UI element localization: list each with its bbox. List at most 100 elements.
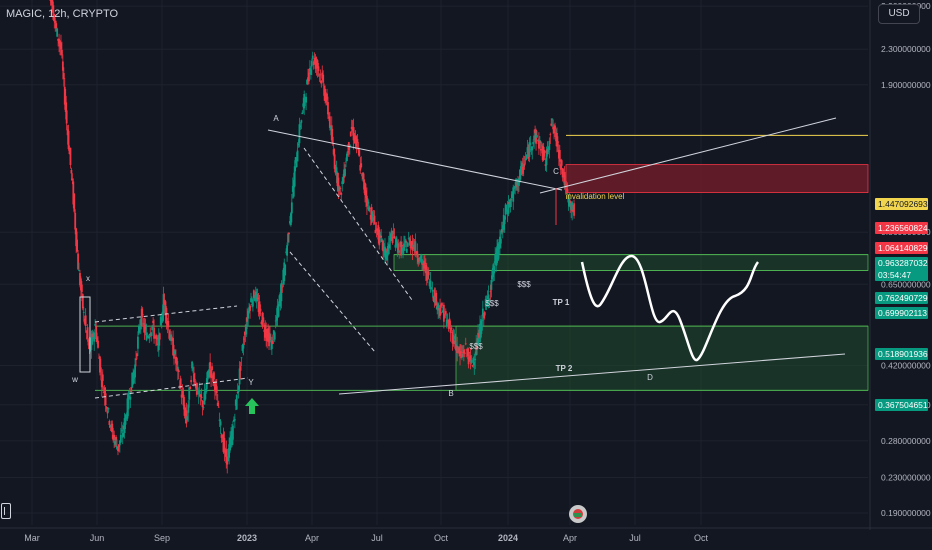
candle-body — [363, 179, 365, 190]
candle-body — [522, 164, 525, 167]
candle-body — [366, 195, 368, 206]
candle-body — [493, 266, 496, 274]
event-flag-icon[interactable] — [569, 505, 587, 523]
candle-body — [392, 230, 395, 235]
annotation-12: TP 2 — [556, 364, 573, 373]
candle-body — [134, 364, 136, 378]
candle-body — [78, 270, 80, 272]
candle-body — [516, 185, 518, 187]
candle-body — [449, 327, 452, 333]
candle-body — [197, 392, 200, 395]
candle-body — [540, 145, 543, 147]
x-tick-label: Jun — [90, 533, 105, 543]
buy-arrow-icon — [245, 398, 259, 414]
candle-body — [492, 264, 495, 277]
candle-body — [260, 321, 263, 325]
ruler-icon[interactable] — [1, 503, 11, 519]
candle-body — [549, 134, 552, 136]
candle-body — [444, 311, 447, 315]
candle-body — [395, 237, 398, 246]
candle-body — [109, 425, 112, 428]
candle-body — [108, 420, 111, 425]
candle-body — [399, 242, 402, 243]
candle-body — [56, 28, 59, 37]
candle-body — [208, 369, 211, 378]
candle-body — [287, 233, 289, 243]
candle-body — [68, 148, 71, 155]
candle-body — [261, 312, 264, 327]
candle-body — [321, 72, 324, 79]
candle-body — [200, 396, 203, 398]
candle-body — [322, 74, 325, 83]
candle-body — [325, 97, 327, 103]
candle-body — [93, 332, 96, 342]
candle-body — [182, 394, 185, 406]
candle-body — [379, 234, 382, 236]
candle-body — [496, 246, 498, 264]
candle-body — [319, 74, 322, 76]
candle-body — [394, 244, 397, 248]
candle-body — [51, 0, 54, 13]
candle-body — [296, 150, 299, 162]
candle-body — [355, 136, 358, 147]
candle-body — [488, 298, 491, 301]
candle-body — [382, 240, 384, 252]
price-tag-label: 1.064140829 — [878, 243, 928, 253]
candle-body — [205, 382, 208, 393]
candle-body — [256, 297, 259, 300]
candle-body — [521, 166, 524, 174]
candle-body — [143, 325, 146, 333]
candle-body — [403, 243, 405, 251]
annotation-11: TP 1 — [553, 298, 570, 307]
candle-body — [358, 150, 361, 157]
candle-body — [194, 383, 197, 389]
candle-body — [538, 140, 541, 144]
candle-body — [88, 341, 91, 350]
candle-body — [486, 296, 489, 300]
candle-body — [257, 301, 260, 313]
candle-body — [135, 358, 137, 361]
candle-body — [277, 303, 280, 317]
candle-body — [512, 187, 515, 202]
candle-body — [275, 316, 278, 321]
candle-body — [121, 433, 124, 438]
candle-body — [520, 162, 523, 172]
candle-body — [212, 375, 214, 382]
candle-body — [462, 350, 465, 354]
candle-body — [412, 244, 415, 248]
candle-body — [218, 419, 221, 421]
candle-body — [523, 163, 526, 166]
candle-body — [191, 361, 193, 369]
x-tick-label: Apr — [305, 533, 319, 543]
candle-body — [307, 77, 309, 82]
candle-body — [419, 257, 422, 262]
candle-body — [491, 269, 494, 280]
candle-body — [315, 64, 318, 67]
candle-body — [330, 125, 333, 141]
candle-body — [420, 255, 422, 261]
currency-button[interactable]: USD — [878, 4, 920, 24]
symbol-title: MAGIC, 12h, CRYPTO — [6, 8, 119, 20]
candle-body — [193, 373, 195, 382]
candle-body — [339, 188, 342, 189]
candle-body — [560, 160, 563, 166]
candle-body — [371, 214, 374, 217]
candle-body — [86, 327, 89, 339]
candle-body — [259, 308, 262, 312]
candle-body — [199, 394, 202, 397]
candle-body — [468, 352, 471, 354]
candle-body — [375, 228, 378, 230]
candle-body — [292, 180, 295, 197]
candle-body — [286, 245, 288, 256]
candle-body — [500, 229, 503, 233]
y-tick-label: 0.190000000 — [881, 508, 931, 518]
candle-body — [105, 407, 108, 409]
candle-body — [192, 368, 194, 370]
candle-body — [71, 178, 74, 181]
projection-path — [580, 254, 760, 362]
candle-body — [556, 132, 558, 147]
candle-body — [337, 177, 340, 192]
candle-body — [55, 23, 58, 29]
candle-body — [362, 172, 365, 179]
